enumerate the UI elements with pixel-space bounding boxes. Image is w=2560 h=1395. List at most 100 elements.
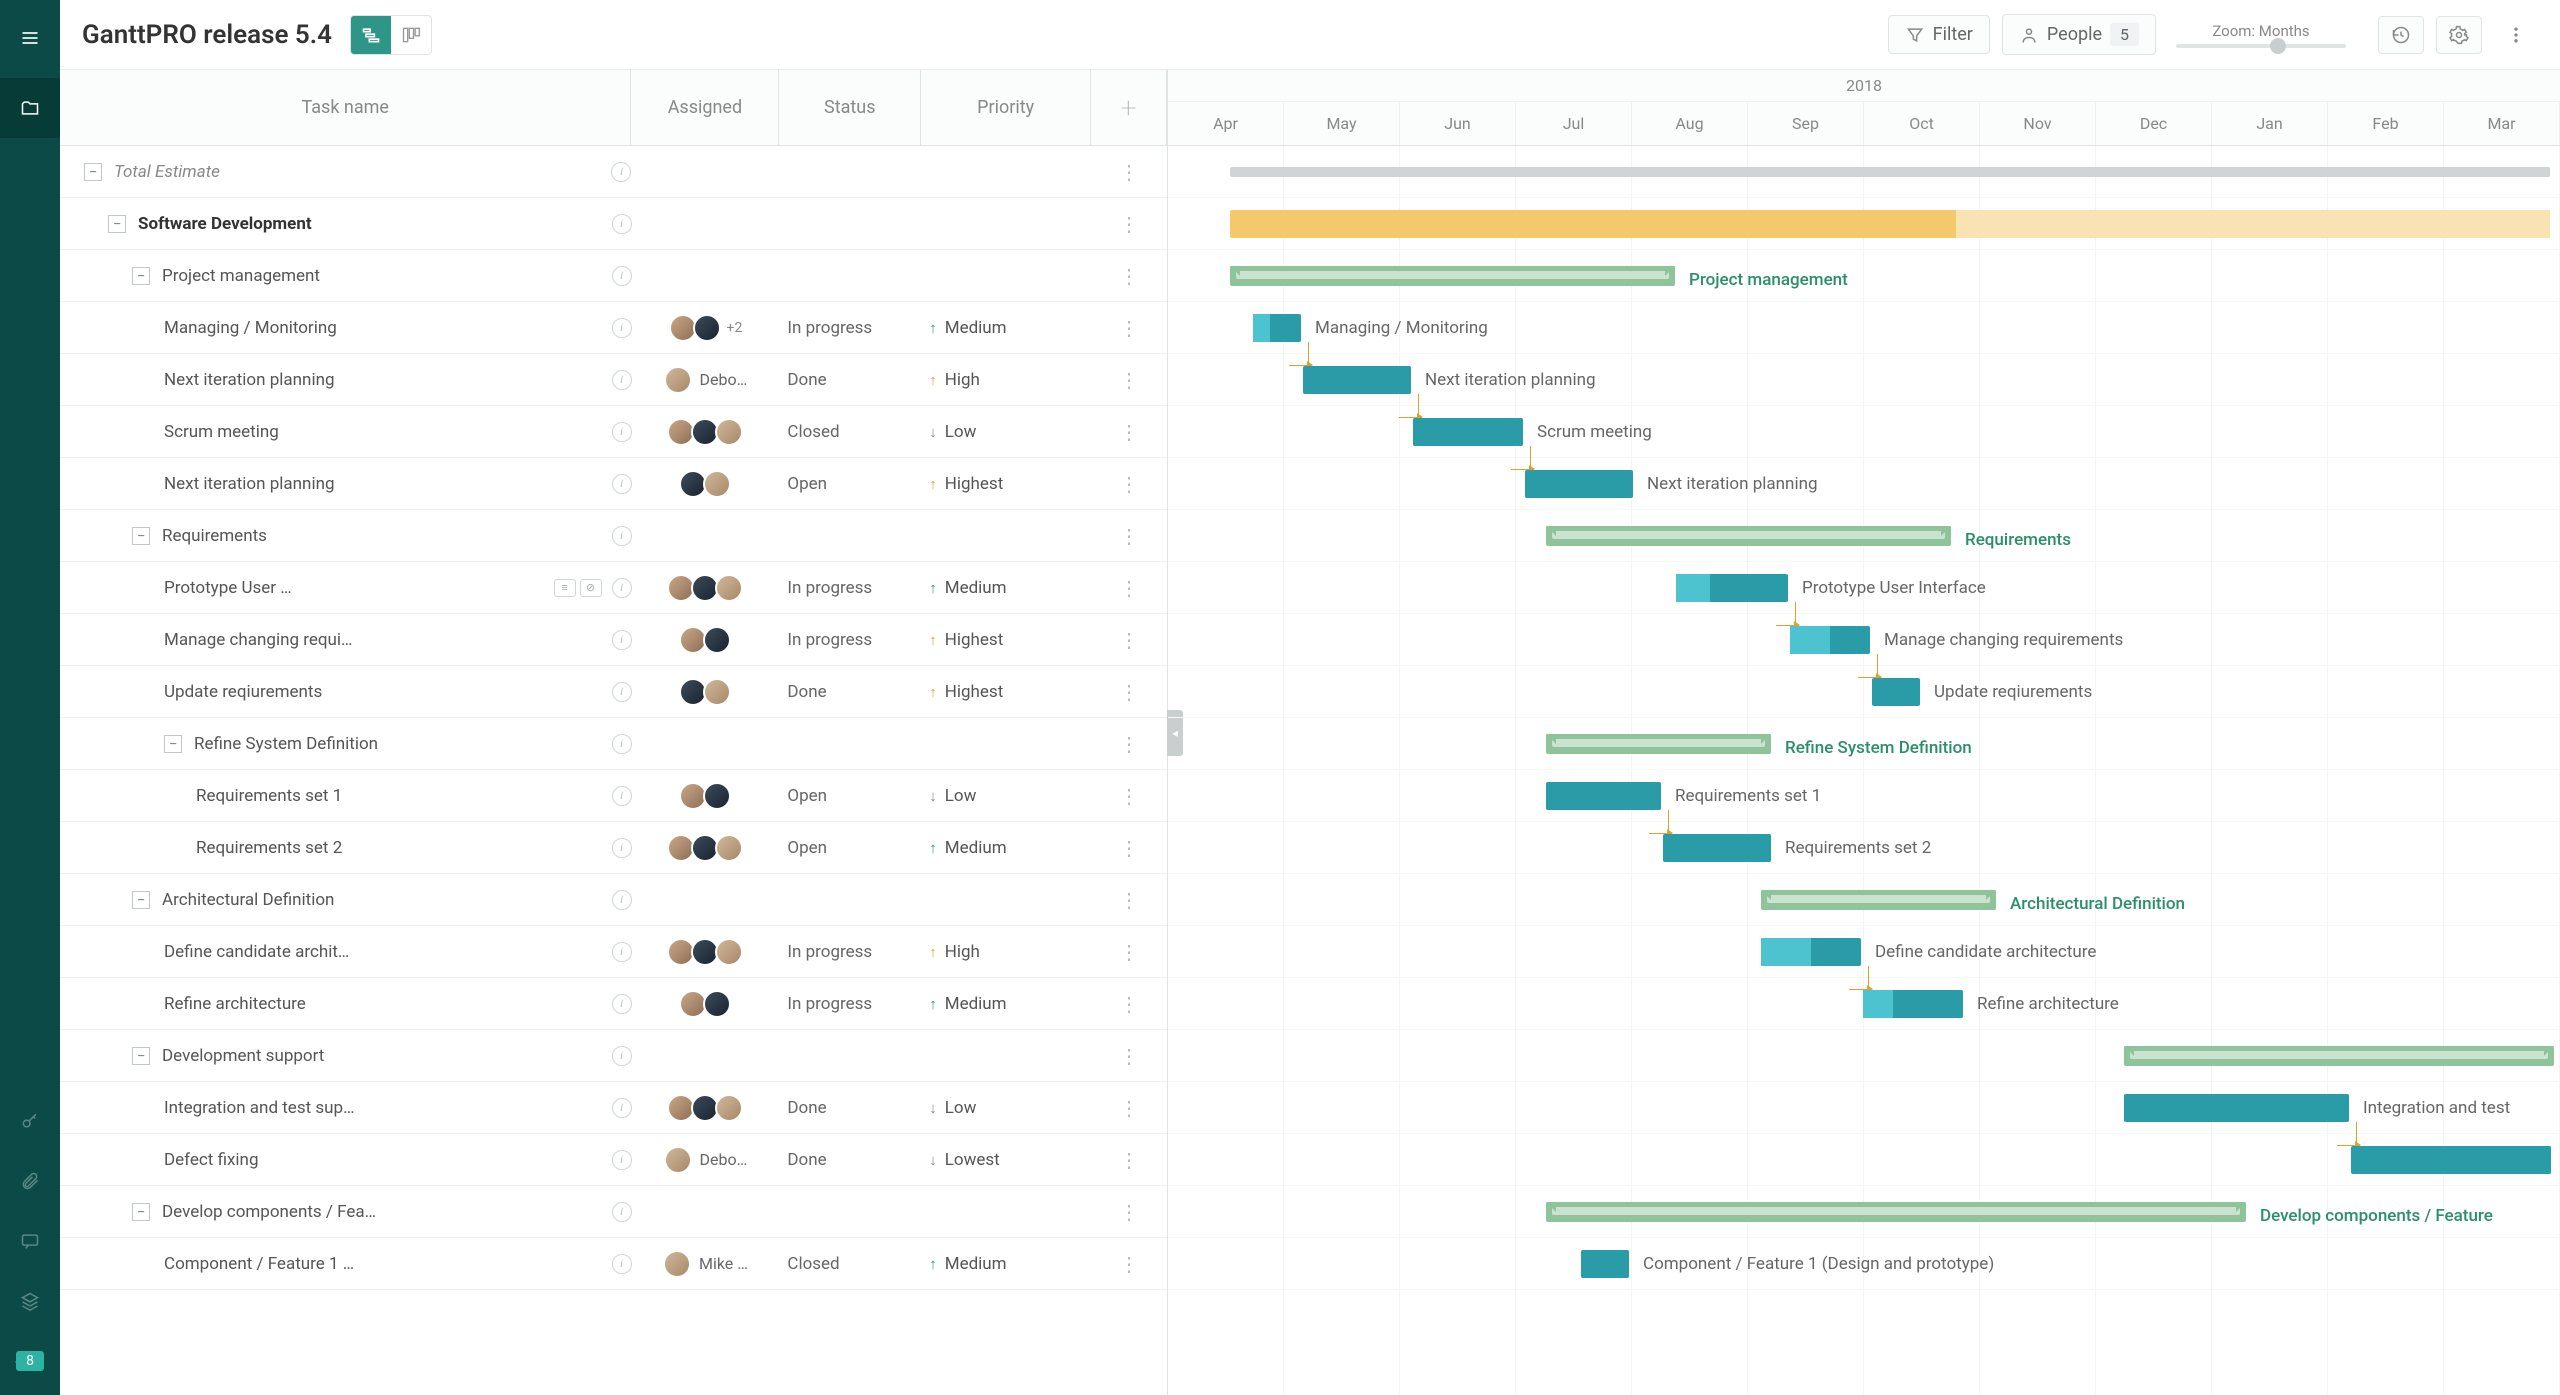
task-bar[interactable]: Update reqiurements: [1872, 678, 1920, 706]
assigned-cell[interactable]: [632, 990, 780, 1018]
add-column-button[interactable]: +: [1091, 70, 1167, 145]
table-row[interactable]: −Software Developmenti⋮: [60, 198, 1167, 250]
status-cell[interactable]: Done: [779, 1150, 921, 1170]
attachment-icon[interactable]: [10, 1161, 50, 1201]
comment-icon[interactable]: [10, 1221, 50, 1261]
key-icon[interactable]: [10, 1101, 50, 1141]
task-bar[interactable]: Requirements set 1: [1546, 782, 1661, 810]
collapse-toggle[interactable]: −: [164, 735, 182, 753]
status-cell[interactable]: In progress: [779, 578, 921, 598]
info-icon[interactable]: i: [612, 1150, 632, 1170]
info-icon[interactable]: i: [611, 162, 631, 182]
task-bar[interactable]: Next iteration planning: [1303, 366, 1411, 394]
assigned-cell[interactable]: [632, 574, 780, 602]
info-icon[interactable]: i: [612, 1254, 632, 1274]
row-menu-button[interactable]: ⋮: [1091, 992, 1167, 1016]
assigned-cell[interactable]: [632, 626, 780, 654]
status-cell[interactable]: Done: [779, 682, 921, 702]
assigned-cell[interactable]: [632, 1094, 780, 1122]
table-row[interactable]: −Development supporti⋮: [60, 1030, 1167, 1082]
table-row[interactable]: −Refine System Definitioni⋮: [60, 718, 1167, 770]
info-icon[interactable]: i: [612, 1202, 632, 1222]
priority-cell[interactable]: ↓Low: [921, 786, 1091, 806]
priority-cell[interactable]: ↑Medium: [921, 838, 1091, 858]
table-row[interactable]: Refine architectureiIn progress↑Medium⋮: [60, 978, 1167, 1030]
info-icon[interactable]: i: [612, 422, 632, 442]
row-menu-button[interactable]: ⋮: [1091, 212, 1167, 236]
table-row[interactable]: Defect fixingiDebo…Done↓Lowest⋮: [60, 1134, 1167, 1186]
row-menu-button[interactable]: ⋮: [1091, 420, 1167, 444]
task-bar[interactable]: Manage changing requirements: [1790, 626, 1870, 654]
filter-button[interactable]: Filter: [1888, 15, 1990, 54]
priority-cell[interactable]: ↑Highest: [921, 630, 1091, 650]
info-icon[interactable]: i: [612, 682, 632, 702]
group-bar[interactable]: Requirements: [1546, 526, 1951, 546]
status-cell[interactable]: Open: [779, 786, 921, 806]
row-menu-button[interactable]: ⋮: [1091, 524, 1167, 548]
task-bar[interactable]: Managing / Monitoring: [1253, 314, 1301, 342]
table-row[interactable]: Requirements set 2iOpen↑Medium⋮: [60, 822, 1167, 874]
settings-button[interactable]: [2436, 16, 2482, 54]
task-bar[interactable]: Define candidate architecture: [1761, 938, 1861, 966]
info-icon[interactable]: i: [612, 370, 632, 390]
collapse-toggle[interactable]: −: [108, 215, 126, 233]
history-button[interactable]: [2378, 16, 2424, 54]
info-icon[interactable]: i: [612, 890, 632, 910]
assigned-cell[interactable]: [632, 470, 780, 498]
priority-cell[interactable]: ↓Lowest: [921, 1150, 1091, 1170]
task-bar[interactable]: [2351, 1146, 2551, 1174]
row-menu-button[interactable]: ⋮: [1091, 628, 1167, 652]
status-cell[interactable]: Closed: [779, 422, 921, 442]
info-icon[interactable]: i: [612, 1098, 632, 1118]
task-bar[interactable]: Refine architecture: [1863, 990, 1963, 1018]
status-cell[interactable]: In progress: [779, 942, 921, 962]
table-row[interactable]: −Total Estimatei⋮: [60, 146, 1167, 198]
table-row[interactable]: Integration and test sup…iDone↓Low⋮: [60, 1082, 1167, 1134]
priority-cell[interactable]: ↓Low: [921, 422, 1091, 442]
info-icon[interactable]: i: [612, 630, 632, 650]
info-icon[interactable]: i: [612, 1046, 632, 1066]
row-menu-button[interactable]: ⋮: [1091, 784, 1167, 808]
collapse-toggle[interactable]: −: [132, 1203, 150, 1221]
priority-cell[interactable]: ↑Highest: [921, 682, 1091, 702]
assigned-cell[interactable]: [632, 782, 780, 810]
status-cell[interactable]: In progress: [779, 994, 921, 1014]
row-menu-button[interactable]: ⋮: [1091, 316, 1167, 340]
folder-icon[interactable]: [0, 78, 60, 138]
status-cell[interactable]: Open: [779, 838, 921, 858]
row-menu-button[interactable]: ⋮: [1091, 576, 1167, 600]
priority-cell[interactable]: ↑Medium: [921, 578, 1091, 598]
group-bar[interactable]: [2124, 1046, 2554, 1066]
priority-cell[interactable]: ↑Medium: [921, 994, 1091, 1014]
info-icon[interactable]: i: [612, 474, 632, 494]
zoom-control[interactable]: Zoom: Months: [2176, 22, 2346, 48]
status-cell[interactable]: Done: [779, 370, 921, 390]
table-row[interactable]: Scrum meetingiClosed↓Low⋮: [60, 406, 1167, 458]
status-cell[interactable]: Done: [779, 1098, 921, 1118]
status-cell[interactable]: In progress: [779, 630, 921, 650]
assigned-cell[interactable]: [632, 938, 780, 966]
assigned-cell[interactable]: [632, 418, 780, 446]
task-bar[interactable]: Prototype User Interface: [1676, 574, 1788, 602]
assigned-cell[interactable]: [632, 678, 780, 706]
people-button[interactable]: People 5: [2002, 14, 2156, 55]
table-row[interactable]: Managing / Monitoringi+2In progress↑Medi…: [60, 302, 1167, 354]
table-row[interactable]: Component / Feature 1 …iMike …Closed↑Med…: [60, 1238, 1167, 1290]
row-menu-button[interactable]: ⋮: [1091, 732, 1167, 756]
collapse-toggle[interactable]: −: [84, 163, 102, 181]
notification-badge[interactable]: 8: [10, 1341, 50, 1381]
task-bar[interactable]: Requirements set 2: [1663, 834, 1771, 862]
info-icon[interactable]: i: [612, 266, 632, 286]
priority-cell[interactable]: ↑High: [921, 370, 1091, 390]
table-row[interactable]: −Architectural Definitioni⋮: [60, 874, 1167, 926]
assigned-cell[interactable]: Debo…: [632, 1146, 780, 1174]
task-bar[interactable]: Scrum meeting: [1413, 418, 1523, 446]
table-row[interactable]: Next iteration planningiOpen↑Highest⋮: [60, 458, 1167, 510]
row-menu-button[interactable]: ⋮: [1091, 472, 1167, 496]
group-bar[interactable]: Architectural Definition: [1761, 890, 1996, 910]
row-menu-button[interactable]: ⋮: [1091, 160, 1167, 184]
info-icon[interactable]: i: [612, 838, 632, 858]
table-row[interactable]: Define candidate archit…iIn progress↑Hig…: [60, 926, 1167, 978]
task-bar[interactable]: Integration and test: [2124, 1094, 2349, 1122]
table-row[interactable]: −Requirementsi⋮: [60, 510, 1167, 562]
